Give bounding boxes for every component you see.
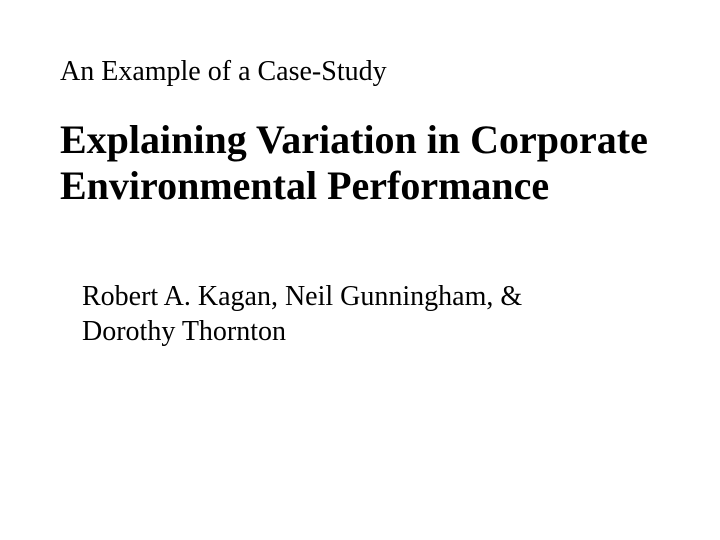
slide-title: Explaining Variation in Corporate Enviro… <box>60 117 660 209</box>
slide-authors: Robert A. Kagan, Neil Gunningham, & Doro… <box>60 279 620 349</box>
slide-pretitle: An Example of a Case-Study <box>60 55 660 89</box>
slide-container: An Example of a Case-Study Explaining Va… <box>0 0 720 540</box>
